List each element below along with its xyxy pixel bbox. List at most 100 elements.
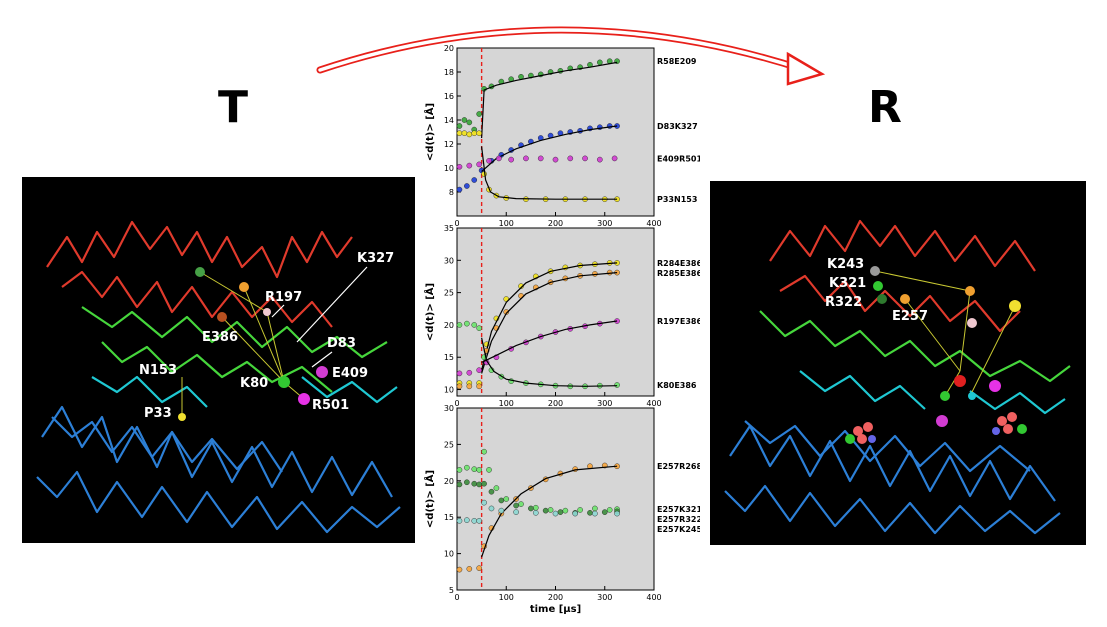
fit-curve (481, 262, 618, 371)
y-tick-label: 35 (444, 224, 454, 233)
series-label: E257R268 (657, 462, 700, 471)
data-point (476, 481, 482, 488)
fit-curve (481, 272, 618, 374)
data-point (542, 507, 549, 514)
plot-panel-2: 0 100 200 300 400 10 15 20 25 30 35 <d(t)> [Å] R284E… (423, 224, 700, 408)
series-label: E257R322 (657, 515, 700, 524)
data-point (476, 111, 482, 117)
data-point (461, 117, 468, 123)
data-point (476, 161, 482, 168)
data-point (488, 488, 495, 495)
label-r197: R197 (265, 290, 302, 305)
x-tick-label: 300 (597, 219, 612, 228)
plot-area (456, 227, 655, 397)
x-tick-label: 200 (548, 593, 563, 602)
data-point (471, 518, 478, 524)
series-R197E386 (456, 318, 620, 377)
data-point (562, 507, 569, 514)
y-tick-label: 30 (444, 256, 454, 265)
data-point (471, 177, 478, 183)
data-point (481, 480, 487, 487)
y-tick-label: 18 (444, 68, 454, 77)
data-point (518, 501, 524, 507)
data-point (456, 123, 463, 129)
data-point (523, 155, 529, 162)
data-point (481, 499, 487, 506)
data-point (496, 155, 502, 162)
y-tick-label: 20 (444, 44, 454, 53)
data-point (471, 480, 478, 487)
x-tick-label: 400 (646, 219, 661, 228)
series-label: R285E386 (657, 269, 700, 278)
x-tick-label: 0 (454, 593, 459, 602)
y-tick-label: 5 (449, 586, 454, 595)
data-point (533, 504, 539, 511)
data-point (461, 130, 468, 136)
data-point (488, 505, 495, 512)
x-tick-label: 400 (646, 399, 661, 408)
data-point (577, 507, 583, 513)
data-point (557, 509, 564, 515)
y-tick-label: 12 (444, 140, 454, 149)
x-tick-label: 200 (548, 399, 563, 408)
data-point (471, 130, 478, 136)
y-tick-label: 10 (444, 164, 454, 173)
y-tick-label: 20 (444, 321, 454, 330)
data-point (614, 382, 620, 388)
label-n153: N153 (139, 363, 177, 378)
data-point (476, 518, 482, 524)
series-label: R58E209 (657, 57, 697, 66)
series-label: E409R501 (657, 154, 700, 163)
y-tick-label: 10 (444, 386, 454, 395)
data-point (456, 186, 463, 193)
data-point (518, 283, 524, 289)
series-E257R322 (456, 479, 620, 516)
data-point (528, 505, 534, 512)
data-point (464, 183, 470, 189)
data-point (486, 467, 492, 473)
data-point (498, 497, 505, 504)
y-tick-label: 20 (444, 477, 454, 486)
structure-r: K243 K321 R322 E257 (710, 181, 1086, 545)
data-point (456, 383, 463, 390)
data-point (533, 510, 539, 516)
data-point (552, 510, 559, 517)
data-point (456, 370, 463, 377)
data-point (464, 464, 470, 471)
data-point (466, 131, 473, 138)
fit-curve (481, 465, 618, 558)
fit-curve (481, 61, 618, 139)
state-label-r: R (868, 82, 902, 133)
data-point (456, 322, 463, 328)
data-point (552, 156, 559, 163)
label-e386: E386 (202, 330, 238, 345)
y-tick-label: 15 (444, 513, 454, 522)
x-tick-label: 300 (597, 399, 612, 408)
data-point (466, 369, 473, 376)
series-label: P33N153 (657, 195, 697, 204)
y-tick-label: 15 (444, 353, 454, 362)
plot-panel-3: 0 100 200 300 400 5 10 15 20 25 30 <d(t)> [Å] time [… (423, 404, 700, 615)
series-E257K245 (456, 499, 620, 524)
x-tick-label: 300 (597, 593, 612, 602)
label-k243: K243 (827, 257, 864, 272)
data-point (466, 383, 473, 390)
label-e409: E409 (332, 366, 368, 381)
data-point (466, 566, 473, 572)
data-point (582, 155, 588, 162)
protein-structure-r: K243 K321 R322 E257 (724, 219, 1071, 535)
label-k321: K321 (829, 276, 866, 291)
series-label: D83K327 (657, 122, 698, 131)
y-tick-label: 16 (444, 92, 454, 101)
data-point (614, 510, 620, 517)
data-point (513, 509, 519, 515)
plot-panel-1: 0 100 200 300 400 8 10 12 14 16 18 20 <d(t)> [Å] R58E… (423, 44, 700, 228)
data-point (456, 130, 463, 136)
data-point (508, 156, 514, 163)
label-k80: K80 (240, 376, 268, 391)
data-point (503, 496, 510, 502)
x-tick-label: 0 (454, 399, 459, 408)
series-label: E257K321 (657, 505, 700, 514)
series-P33N153 (456, 130, 620, 202)
